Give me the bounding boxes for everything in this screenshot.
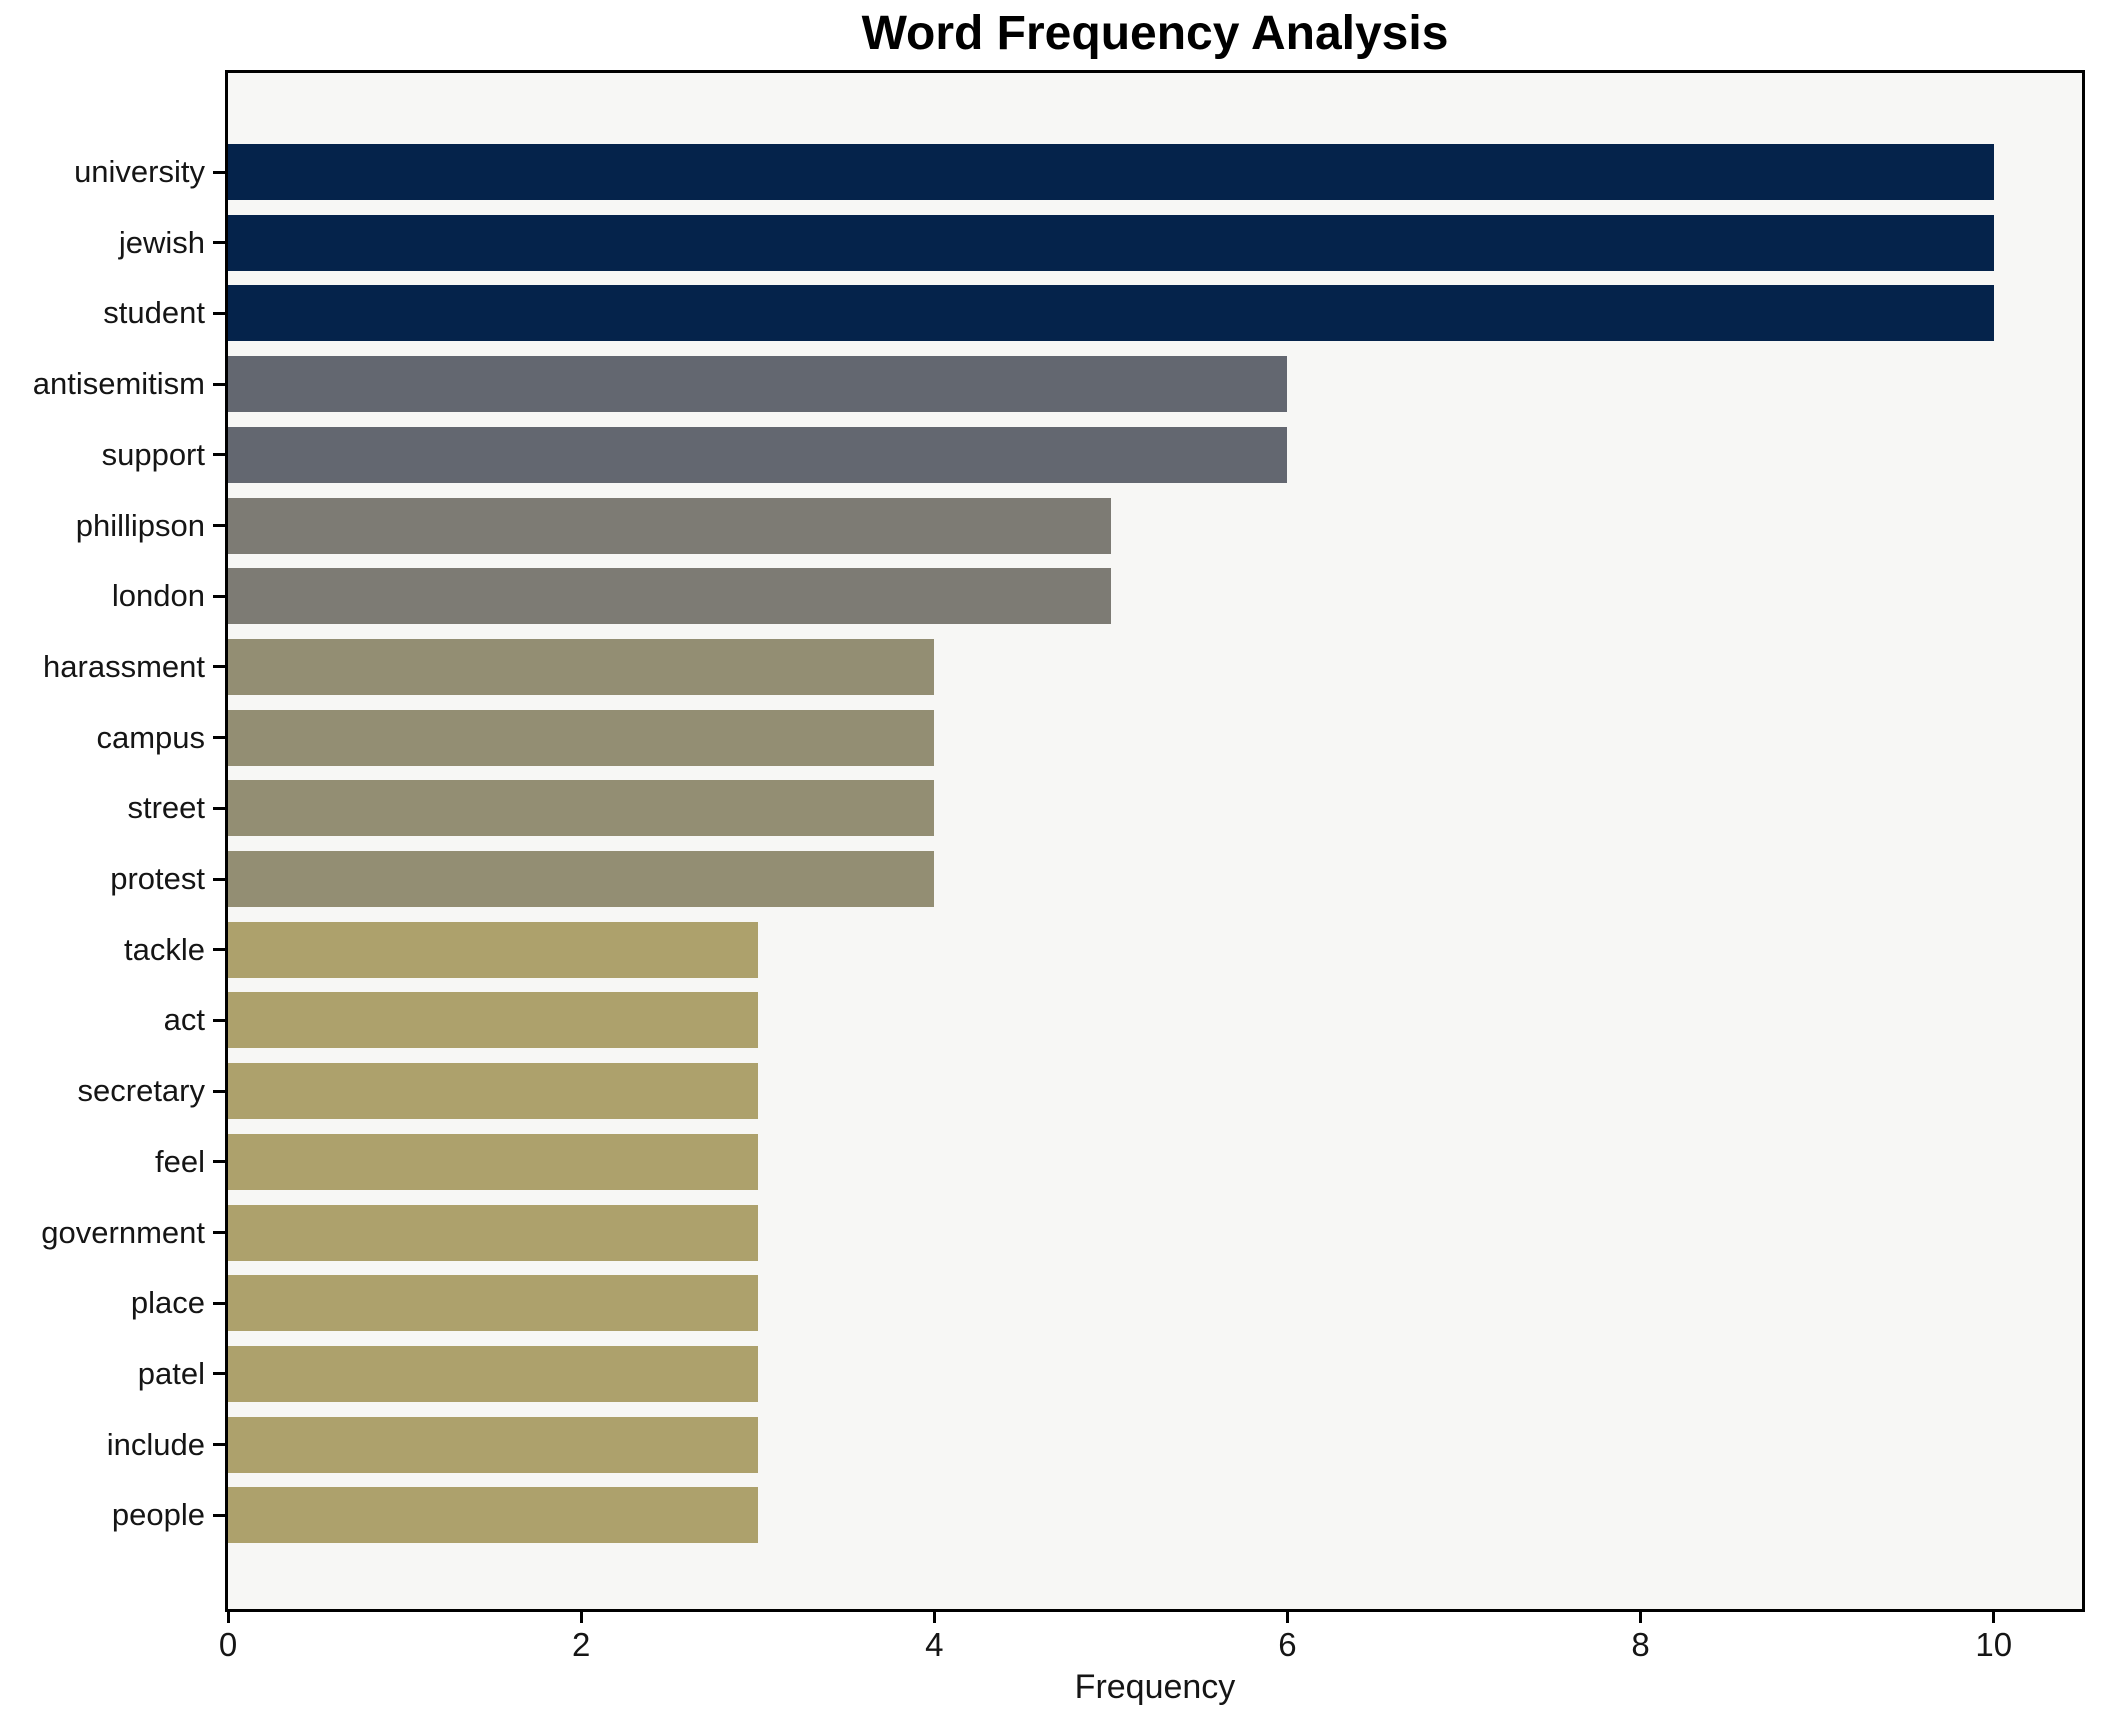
y-tick-mark	[213, 311, 225, 315]
y-tick-label: london	[111, 578, 205, 614]
x-tick-mark	[1639, 1612, 1643, 1623]
y-tick-label: antisemitism	[32, 366, 205, 402]
bar-patel	[228, 1345, 758, 1402]
y-tick-mark	[213, 594, 225, 598]
y-tick-label: include	[106, 1426, 205, 1462]
y-tick-mark	[213, 948, 225, 952]
y-tick-label: phillipson	[75, 507, 205, 543]
y-tick-mark	[213, 453, 225, 457]
x-tick-label: 4	[925, 1626, 944, 1663]
x-tick-label: 6	[1278, 1626, 1297, 1663]
y-tick-label: people	[111, 1497, 205, 1533]
y-tick-label: university	[74, 154, 205, 189]
x-tick-mark	[1285, 1612, 1289, 1623]
bar-harassment	[228, 638, 935, 695]
x-tick-mark	[1992, 1612, 1996, 1623]
y-tick-label: place	[130, 1285, 205, 1321]
bar-government	[228, 1204, 758, 1261]
bar-support	[228, 426, 1288, 483]
y-tick-mark	[213, 877, 225, 881]
bar-phillipson	[228, 497, 1111, 554]
y-tick-mark	[213, 1301, 225, 1305]
chart-title: Word Frequency Analysis	[861, 7, 1449, 60]
y-tick-mark	[213, 241, 225, 245]
bar-place	[228, 1275, 758, 1332]
y-tick-label: support	[101, 436, 205, 472]
y-tick-label: government	[41, 1214, 205, 1250]
y-tick-label: protest	[110, 861, 205, 896]
bar-protest	[228, 851, 935, 907]
bar-act	[228, 992, 758, 1049]
y-tick-label: patel	[137, 1355, 205, 1391]
y-tick-mark	[213, 382, 225, 386]
bar-campus	[228, 709, 935, 766]
bar-feel	[228, 1133, 758, 1190]
bar-include	[228, 1416, 758, 1473]
x-tick-mark	[226, 1612, 230, 1623]
y-tick-mark	[213, 170, 225, 174]
y-tick-label: secretary	[77, 1073, 205, 1109]
y-tick-label: street	[127, 790, 205, 826]
x-tick-mark	[932, 1612, 936, 1623]
plot-area	[225, 70, 2085, 1612]
bar-people	[228, 1487, 758, 1544]
y-tick-mark	[213, 524, 225, 527]
y-tick-mark	[213, 806, 225, 810]
bar-university	[228, 144, 1994, 200]
bar-tackle	[228, 921, 758, 978]
x-tick-mark	[579, 1612, 583, 1623]
y-tick-label: feel	[155, 1143, 205, 1179]
bar-student	[228, 285, 1994, 342]
y-tick-label: campus	[96, 719, 205, 755]
y-tick-mark	[213, 1018, 225, 1022]
x-tick-label: 8	[1631, 1626, 1650, 1663]
bar-london	[228, 568, 1111, 625]
x-tick-label: 2	[571, 1626, 591, 1663]
x-tick-label: 10	[1975, 1626, 2013, 1663]
y-tick-mark	[213, 1160, 225, 1164]
y-tick-label: harassment	[43, 648, 205, 684]
y-tick-mark	[213, 1513, 225, 1517]
bar-jewish	[228, 214, 1994, 271]
bar-secretary	[228, 1063, 758, 1120]
y-tick-mark	[213, 736, 225, 740]
y-tick-mark	[213, 1443, 225, 1447]
bar-street	[228, 780, 935, 837]
y-tick-mark	[213, 1372, 225, 1376]
y-tick-label: student	[103, 295, 205, 331]
x-tick-label: 0	[218, 1626, 238, 1663]
y-tick-mark	[213, 1089, 225, 1093]
x-axis-label: Frequency	[1074, 1668, 1236, 1706]
y-tick-label: tackle	[124, 931, 205, 967]
bar-antisemitism	[228, 356, 1288, 413]
y-tick-mark	[213, 1231, 225, 1234]
y-tick-label: act	[163, 1002, 205, 1038]
y-tick-label: jewish	[118, 224, 205, 260]
y-tick-mark	[213, 665, 225, 669]
